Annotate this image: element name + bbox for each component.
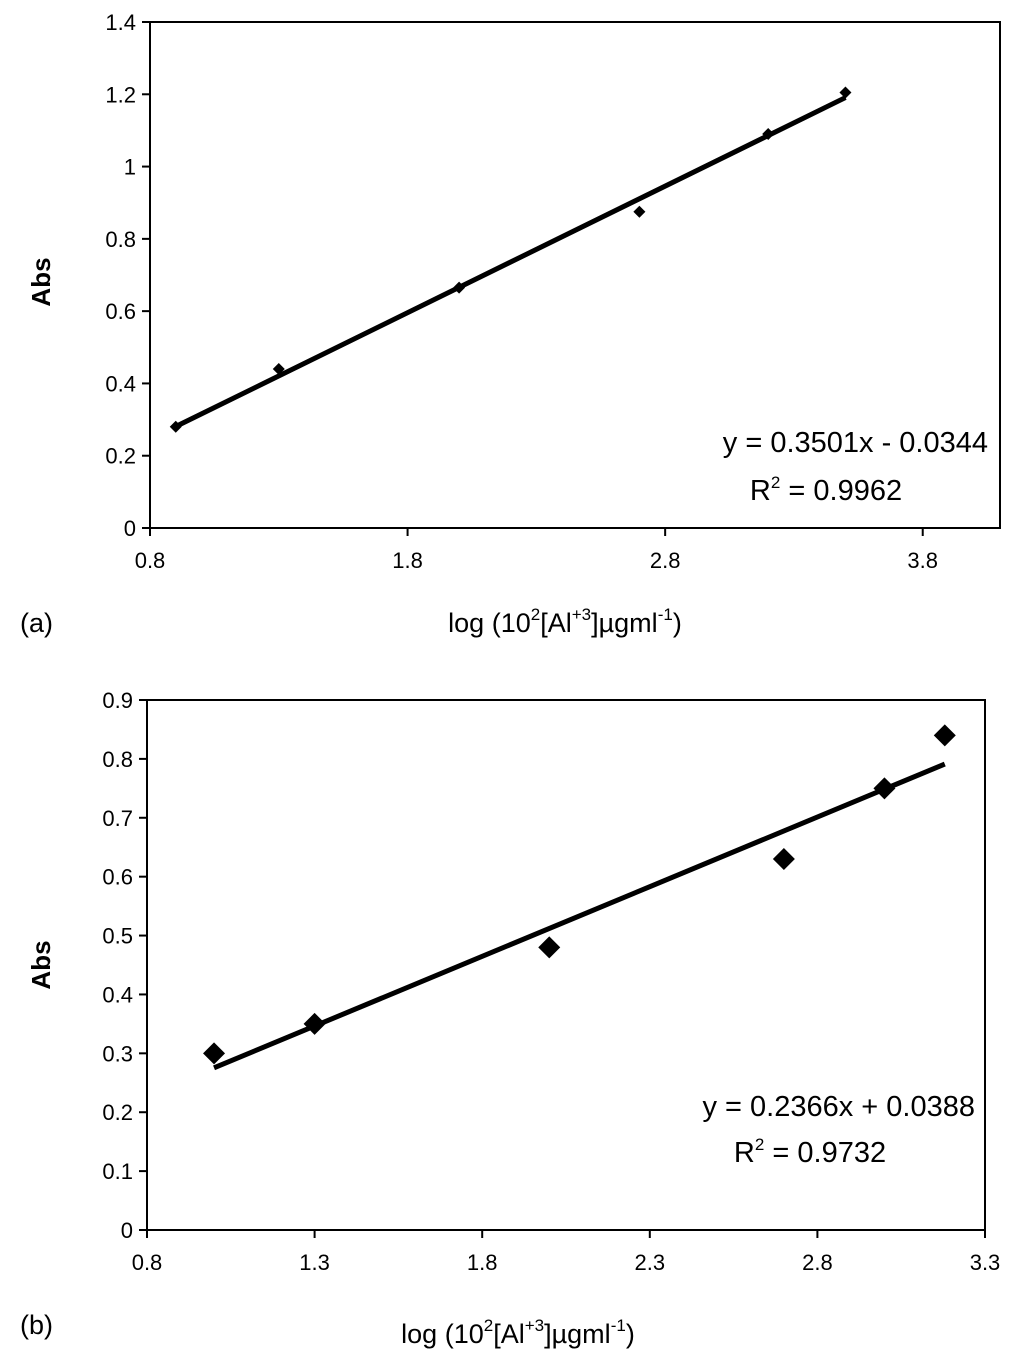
ticks-a: 0 0.2 0.4 0.6 0.8 1 1.2 1.4 0.8 1.8 2.8 3.8 — [105, 10, 938, 573]
panel-label-b: (b) — [20, 1310, 53, 1340]
y-tick-label: 0 — [121, 1218, 133, 1243]
points-a — [169, 86, 852, 433]
y-tick-label: 1.4 — [105, 10, 136, 35]
trendline-b-group — [213, 761, 946, 1071]
x-axis-label-b: log (102[Al+3]µgml-1) — [401, 1316, 635, 1349]
y-axis-label-a: Abs — [26, 257, 56, 306]
plot-frame-a — [149, 21, 1001, 529]
data-point — [772, 848, 795, 870]
y-tick-label: 0.8 — [105, 227, 136, 252]
plot-frame-b — [146, 699, 986, 1231]
y-axis-label-b: Abs — [26, 940, 56, 989]
y-tick-label: 0 — [124, 516, 136, 541]
y-tick-label: 0.9 — [102, 688, 133, 713]
y-tick-label: 1.2 — [105, 82, 136, 107]
y-tick-label: 0.7 — [102, 806, 133, 831]
points-b — [203, 724, 956, 1065]
data-point — [633, 205, 646, 218]
y-tick-label: 0.8 — [102, 747, 133, 772]
panel-label-a: (a) — [20, 608, 53, 638]
x-tick-label: 2.3 — [635, 1250, 666, 1275]
data-point — [762, 128, 775, 141]
data-point — [203, 1042, 226, 1065]
x-tick-label: 2.8 — [650, 548, 681, 573]
y-tick-label: 0.1 — [102, 1159, 133, 1184]
data-point — [538, 936, 561, 959]
equation-b: y = 0.2366x + 0.0388 — [703, 1091, 976, 1123]
x-tick-label: 3.8 — [907, 548, 938, 573]
x-tick-label: 2.8 — [802, 1250, 833, 1275]
x-axis-label-a: log (102[Al+3]µgml-1) — [448, 605, 682, 638]
trendline-a-group — [174, 95, 847, 429]
chart-a: 0 0.2 0.4 0.6 0.8 1 1.2 1.4 0.8 1.8 2.8 3.8 Abs log… — [20, 10, 1001, 638]
y-tick-label: 0.6 — [105, 299, 136, 324]
trendline — [213, 761, 946, 1071]
y-tick-label: 1 — [124, 155, 136, 180]
r2-a: R2 = 0.9962 — [750, 473, 902, 507]
x-tick-label: 3.3 — [970, 1250, 1001, 1275]
x-tick-label: 1.3 — [299, 1250, 330, 1275]
data-point — [873, 777, 896, 800]
r2-b: R2 = 0.9732 — [734, 1135, 886, 1169]
x-tick-label: 1.8 — [392, 548, 423, 573]
trendline — [174, 95, 847, 429]
y-tick-label: 0.5 — [102, 924, 133, 949]
data-point — [933, 724, 956, 747]
equation-a: y = 0.3501x - 0.0344 — [723, 427, 988, 459]
y-tick-label: 0.3 — [102, 1041, 133, 1066]
y-tick-label: 0.2 — [102, 1100, 133, 1125]
y-tick-label: 0.4 — [105, 371, 136, 396]
data-point — [839, 86, 852, 99]
data-point — [169, 420, 182, 433]
x-tick-label: 0.8 — [135, 548, 166, 573]
y-tick-label: 0.4 — [102, 982, 133, 1007]
y-tick-label: 0.2 — [105, 444, 136, 469]
x-tick-label: 0.8 — [132, 1250, 163, 1275]
data-point — [453, 281, 466, 294]
y-tick-label: 0.6 — [102, 865, 133, 890]
data-point — [272, 362, 285, 375]
x-tick-label: 1.8 — [467, 1250, 498, 1275]
data-point — [303, 1012, 326, 1035]
chart-b: 0 0.1 0.2 0.3 0.4 0.5 0.6 0.7 0.8 0.9 0.8 1.3 1.8 2.3… — [20, 688, 1000, 1349]
ticks-b: 0 0.1 0.2 0.3 0.4 0.5 0.6 0.7 0.8 0.9 0.8 1.3 1.8 2.3… — [102, 688, 1000, 1275]
